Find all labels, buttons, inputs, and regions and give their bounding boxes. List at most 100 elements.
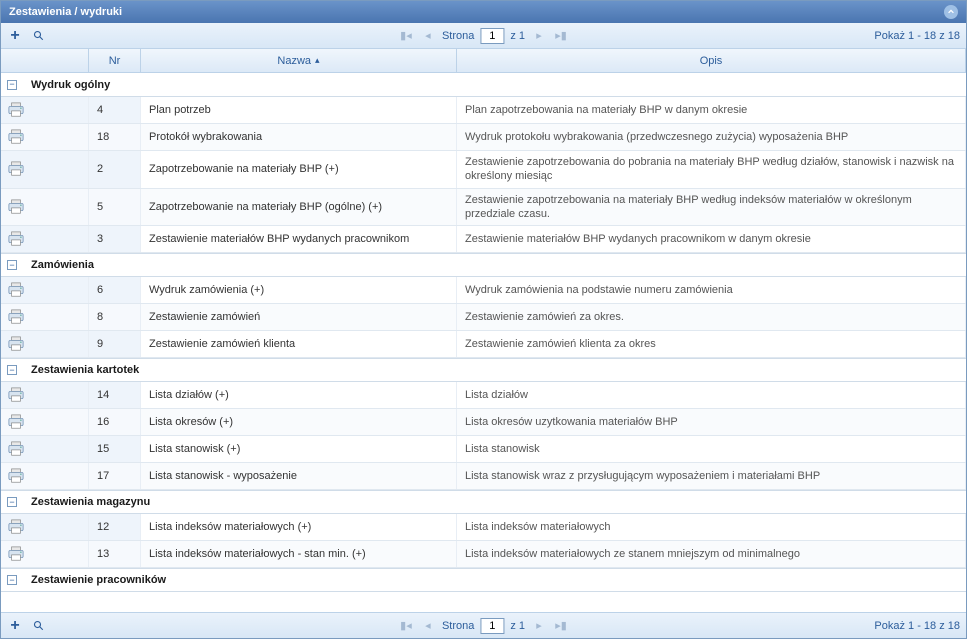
- name-cell: Lista stanowisk (+): [141, 436, 457, 462]
- print-cell[interactable]: [1, 124, 89, 150]
- desc-cell: Lista działów: [457, 382, 966, 408]
- printer-icon: [7, 519, 25, 535]
- page-of-label: z 1: [510, 30, 525, 42]
- desc-cell: Wydruk protokołu wybrakowania (przedwcze…: [457, 124, 966, 150]
- print-cell[interactable]: [1, 541, 89, 567]
- collapse-button[interactable]: [944, 5, 958, 19]
- page-input[interactable]: [480, 28, 504, 44]
- header-desc[interactable]: Opis: [457, 49, 966, 72]
- nr-cell: 5: [89, 189, 141, 226]
- table-row[interactable]: 15Lista stanowisk (+)Lista stanowisk: [1, 436, 966, 463]
- print-cell[interactable]: [1, 151, 89, 188]
- table-row[interactable]: 13Lista indeksów materiałowych - stan mi…: [1, 541, 966, 568]
- toolbar-top: + ▮◂ ◂ Strona z 1 ▸ ▸▮ Pokaż 1 - 18 z 18: [1, 23, 966, 49]
- page-input-bottom[interactable]: [480, 618, 504, 634]
- printer-icon: [7, 161, 25, 177]
- pager-prev-icon[interactable]: ◂: [420, 618, 436, 634]
- desc-cell: Lista indeksów materiałowych ze stanem m…: [457, 541, 966, 567]
- pager-last-icon[interactable]: ▸▮: [553, 618, 569, 634]
- desc-cell: Zestawienie zapotrzebowania do pobrania …: [457, 151, 966, 188]
- printer-icon: [7, 336, 25, 352]
- grid-body[interactable]: −Wydruk ogólny4Plan potrzebPlan zapotrze…: [1, 73, 966, 612]
- group-collapse-icon[interactable]: −: [7, 260, 17, 270]
- name-cell: Wydruk zamówienia (+): [141, 277, 457, 303]
- search-button[interactable]: [31, 28, 47, 44]
- table-row[interactable]: 6Wydruk zamówienia (+)Wydruk zamówienia …: [1, 277, 966, 304]
- nr-cell: 16: [89, 409, 141, 435]
- table-row[interactable]: 17Lista stanowisk - wyposażenieLista sta…: [1, 463, 966, 490]
- header-nr[interactable]: Nr: [89, 49, 141, 72]
- printer-icon: [7, 441, 25, 457]
- print-cell[interactable]: [1, 463, 89, 489]
- print-cell[interactable]: [1, 304, 89, 330]
- group-collapse-icon[interactable]: −: [7, 575, 17, 585]
- desc-cell: Lista okresów uzytkowania materiałów BHP: [457, 409, 966, 435]
- name-cell: Lista indeksów materiałowych - stan min.…: [141, 541, 457, 567]
- group-collapse-icon[interactable]: −: [7, 80, 17, 90]
- print-cell[interactable]: [1, 382, 89, 408]
- page-of-label-bottom: z 1: [510, 620, 525, 632]
- print-cell[interactable]: [1, 514, 89, 540]
- table-row[interactable]: 14Lista działów (+)Lista działów: [1, 382, 966, 409]
- printer-icon: [7, 231, 25, 247]
- group-label: Zestawienia magazynu: [31, 496, 150, 508]
- print-cell[interactable]: [1, 409, 89, 435]
- pager-prev-icon[interactable]: ◂: [420, 28, 436, 44]
- table-row[interactable]: 4Plan potrzebPlan zapotrzebowania na mat…: [1, 97, 966, 124]
- nr-cell: 13: [89, 541, 141, 567]
- page-label: Strona: [442, 30, 474, 42]
- magnifier-icon: [33, 30, 45, 42]
- header-name[interactable]: Nazwa▴: [141, 49, 457, 72]
- pager-first-icon[interactable]: ▮◂: [398, 618, 414, 634]
- name-cell: Lista działów (+): [141, 382, 457, 408]
- page-label-bottom: Strona: [442, 620, 474, 632]
- group-label: Zamówienia: [31, 259, 94, 271]
- nr-cell: 9: [89, 331, 141, 357]
- toolbar-bottom: + ▮◂ ◂ Strona z 1 ▸ ▸▮ Pokaż 1 - 18 z 18: [1, 612, 966, 638]
- table-row[interactable]: 16Lista okresów (+)Lista okresów uzytkow…: [1, 409, 966, 436]
- printer-icon: [7, 468, 25, 484]
- nr-cell: 4: [89, 97, 141, 123]
- grid-header: Nr Nazwa▴ Opis: [1, 49, 966, 73]
- table-row[interactable]: 2Zapotrzebowanie na materiały BHP (+)Zes…: [1, 151, 966, 189]
- name-cell: Protokół wybrakowania: [141, 124, 457, 150]
- magnifier-icon: [33, 620, 45, 632]
- printer-icon: [7, 546, 25, 562]
- toolbar-left-bottom: +: [7, 618, 47, 634]
- table-row[interactable]: 3Zestawienie materiałów BHP wydanych pra…: [1, 226, 966, 253]
- printer-icon: [7, 199, 25, 215]
- desc-cell: Lista stanowisk wraz z przysługującym wy…: [457, 463, 966, 489]
- name-cell: Lista okresów (+): [141, 409, 457, 435]
- group-collapse-icon[interactable]: −: [7, 497, 17, 507]
- add-button-bottom[interactable]: +: [7, 618, 23, 634]
- pager-last-icon[interactable]: ▸▮: [553, 28, 569, 44]
- print-cell[interactable]: [1, 226, 89, 252]
- add-button[interactable]: +: [7, 28, 23, 44]
- pager-next-icon[interactable]: ▸: [531, 618, 547, 634]
- table-row[interactable]: 12Lista indeksów materiałowych (+)Lista …: [1, 514, 966, 541]
- group-collapse-icon[interactable]: −: [7, 365, 17, 375]
- group-row: −Wydruk ogólny: [1, 73, 966, 97]
- print-cell[interactable]: [1, 436, 89, 462]
- search-button-bottom[interactable]: [31, 618, 47, 634]
- group-label: Zestawienia kartotek: [31, 364, 139, 376]
- range-label: Pokaż 1 - 18 z 18: [874, 30, 960, 42]
- group-label: Zestawienie pracowników: [31, 574, 166, 586]
- table-row[interactable]: 8Zestawienie zamówieńZestawienie zamówie…: [1, 304, 966, 331]
- desc-cell: Zestawienie materiałów BHP wydanych prac…: [457, 226, 966, 252]
- print-cell[interactable]: [1, 97, 89, 123]
- name-cell: Zapotrzebowanie na materiały BHP (ogólne…: [141, 189, 457, 226]
- table-row[interactable]: 18Protokół wybrakowaniaWydruk protokołu …: [1, 124, 966, 151]
- printer-icon: [7, 129, 25, 145]
- pager-next-icon[interactable]: ▸: [531, 28, 547, 44]
- nr-cell: 2: [89, 151, 141, 188]
- header-icon-col: [1, 49, 89, 72]
- table-row[interactable]: 5Zapotrzebowanie na materiały BHP (ogóln…: [1, 189, 966, 227]
- print-cell[interactable]: [1, 189, 89, 226]
- table-row[interactable]: 9Zestawienie zamówień klientaZestawienie…: [1, 331, 966, 358]
- print-cell[interactable]: [1, 331, 89, 357]
- printer-icon: [7, 309, 25, 325]
- pager-first-icon[interactable]: ▮◂: [398, 28, 414, 44]
- name-cell: Zestawienie materiałów BHP wydanych prac…: [141, 226, 457, 252]
- print-cell[interactable]: [1, 277, 89, 303]
